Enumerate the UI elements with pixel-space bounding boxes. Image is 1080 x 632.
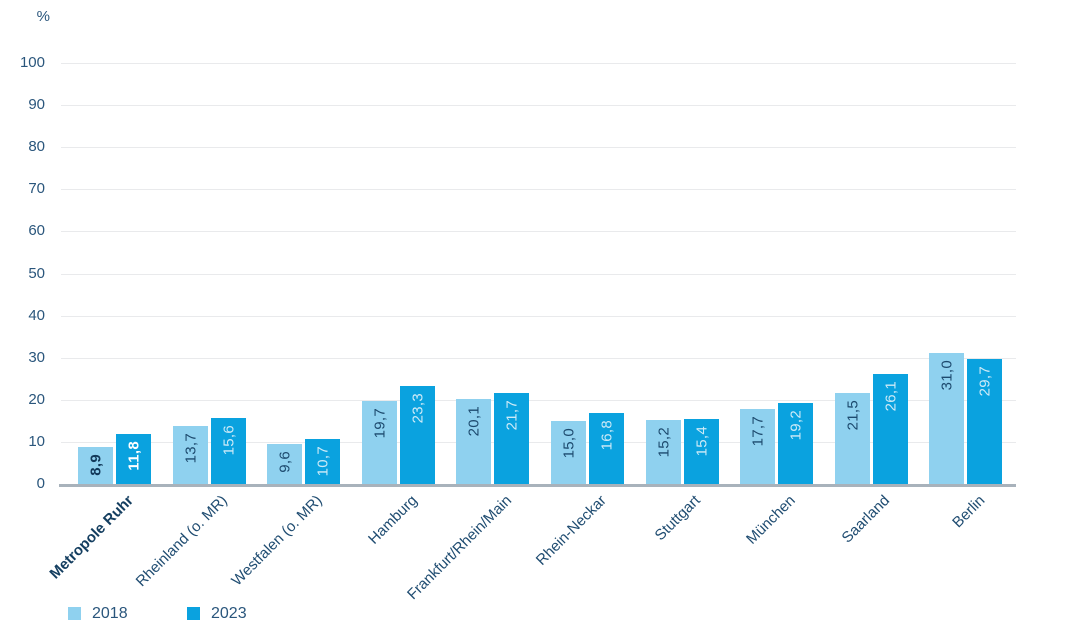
bar-value-label-2018-westfalen-o-mr: 9,6	[276, 451, 293, 473]
x-category-label-stuttgart: Stuttgart	[652, 492, 705, 545]
bar-value-label-2023-hamburg: 23,3	[409, 393, 426, 424]
bar-2018-hamburg: 19,7	[362, 401, 397, 484]
gridline-90	[61, 105, 1016, 106]
bar-2018-rheinland-o-mr: 13,7	[173, 426, 208, 484]
bar-2018-saarland: 21,5	[835, 393, 870, 484]
x-category-label-rheinland-o-mr: Rheinland (o. MR)	[133, 492, 232, 591]
bar-value-label-2018-berlin: 31,0	[938, 360, 955, 391]
bar-value-label-2018-hamburg: 19,7	[371, 408, 388, 439]
bar-2023-berlin: 29,7	[967, 359, 1002, 484]
bar-value-label-2018-frankfurt-rhein-main: 20,1	[465, 406, 482, 437]
gridline-10	[61, 442, 1016, 443]
y-tick-label-40: 40	[28, 307, 45, 324]
y-tick-label-60: 60	[28, 222, 45, 239]
x-category-label-hamburg: Hamburg	[364, 492, 421, 548]
bar-2023-hamburg: 23,3	[400, 386, 435, 484]
legend-label-2018: 2018	[92, 605, 128, 622]
y-tick-label-20: 20	[28, 391, 45, 408]
legend-swatch-2018	[68, 607, 81, 620]
bar-value-label-2018-rhein-neckar: 15,0	[560, 428, 577, 459]
x-axis-line	[59, 484, 1016, 487]
x-category-label-frankfurt-rhein-main: Frankfurt/Rhein/Main	[403, 492, 515, 604]
y-tick-label-100: 100	[19, 54, 45, 71]
bar-value-label-2023-stuttgart: 15,4	[693, 426, 710, 457]
gridline-100	[61, 63, 1016, 64]
y-tick-label-50: 50	[28, 265, 45, 282]
bar-2023-rhein-neckar: 16,8	[589, 413, 624, 484]
bar-2018-frankfurt-rhein-main: 20,1	[456, 399, 491, 484]
bar-2018-rhein-neckar: 15,0	[551, 421, 586, 484]
y-tick-label-70: 70	[28, 180, 45, 197]
gridline-30	[61, 358, 1016, 359]
bar-value-label-2018-saarland: 21,5	[844, 400, 861, 431]
bar-2023-metropole-ruhr: 11,8	[116, 434, 151, 484]
x-category-label-metropole-ruhr: Metropole Ruhr	[46, 492, 137, 583]
bar-value-label-2018-stuttgart: 15,2	[655, 427, 672, 458]
gridline-60	[61, 231, 1016, 232]
legend-label-2023: 2023	[211, 605, 247, 622]
bar-value-label-2018-metropole-ruhr: 8,9	[87, 454, 104, 476]
y-tick-label-10: 10	[28, 433, 45, 450]
bar-2018-metropole-ruhr: 8,9	[78, 447, 113, 484]
bar-value-label-2023-rheinland-o-mr: 15,6	[220, 425, 237, 456]
bar-2018-m-nchen: 17,7	[740, 409, 775, 484]
x-category-label-berlin: Berlin	[948, 492, 988, 532]
bar-2018-berlin: 31,0	[929, 353, 964, 484]
legend-swatch-2023	[187, 607, 200, 620]
x-category-label-saarland: Saarland	[838, 492, 894, 547]
bar-value-label-2023-frankfurt-rhein-main: 21,7	[503, 400, 520, 431]
y-tick-label-80: 80	[28, 138, 45, 155]
gridline-40	[61, 316, 1016, 317]
bar-value-label-2023-m-nchen: 19,2	[787, 410, 804, 441]
bar-value-label-2023-saarland: 26,1	[882, 381, 899, 412]
y-axis-unit-label: %	[36, 8, 50, 25]
gridline-80	[61, 147, 1016, 148]
x-category-label-rhein-neckar: Rhein-Neckar	[532, 492, 610, 569]
y-tick-label-90: 90	[28, 96, 45, 113]
bar-value-label-2023-rhein-neckar: 16,8	[598, 420, 615, 451]
bar-value-label-2023-westfalen-o-mr: 10,7	[314, 446, 331, 477]
bar-2023-saarland: 26,1	[873, 374, 908, 484]
gridline-50	[61, 274, 1016, 275]
x-category-label-m-nchen: München	[743, 492, 799, 548]
bar-2018-stuttgart: 15,2	[646, 420, 681, 484]
chart-legend: 2018 2023	[0, 604, 1080, 628]
x-category-label-westfalen-o-mr: Westfalen (o. MR)	[228, 492, 326, 590]
gridline-20	[61, 400, 1016, 401]
bar-value-label-2023-metropole-ruhr: 11,8	[125, 441, 142, 471]
bar-2023-stuttgart: 15,4	[684, 419, 719, 484]
bar-2023-frankfurt-rhein-main: 21,7	[494, 393, 529, 484]
bar-value-label-2023-berlin: 29,7	[976, 366, 993, 397]
bar-2023-rheinland-o-mr: 15,6	[211, 418, 246, 484]
bar-2018-westfalen-o-mr: 9,6	[267, 444, 302, 484]
bar-value-label-2018-rheinland-o-mr: 13,7	[182, 433, 199, 464]
bar-2023-m-nchen: 19,2	[778, 403, 813, 484]
bar-value-label-2018-m-nchen: 17,7	[749, 416, 766, 447]
y-tick-label-0: 0	[36, 475, 45, 492]
bar-2023-westfalen-o-mr: 10,7	[305, 439, 340, 484]
y-tick-label-30: 30	[28, 349, 45, 366]
gridline-70	[61, 189, 1016, 190]
